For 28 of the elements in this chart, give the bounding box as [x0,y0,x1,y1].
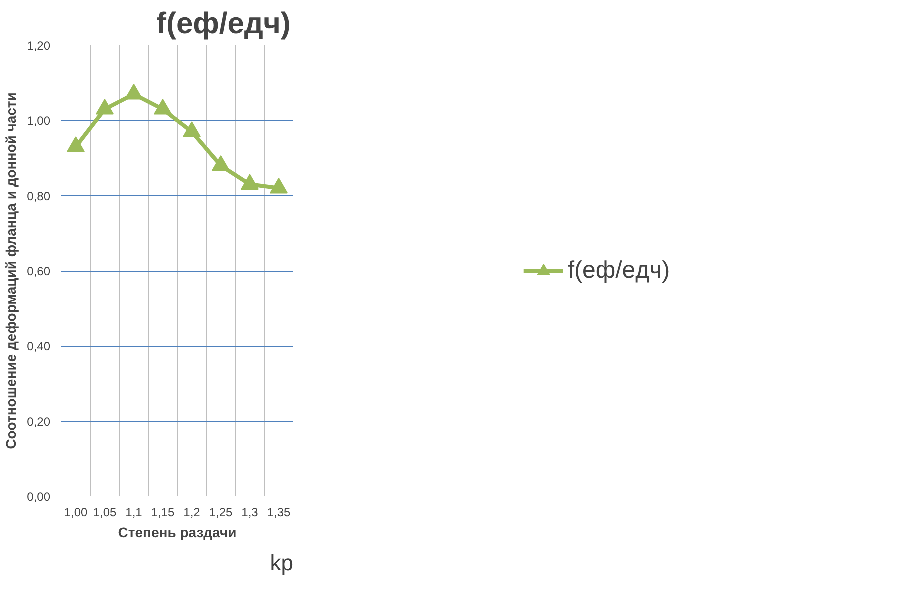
y-tick-label: 0,20 [27,414,51,429]
x-tick-label: 1,05 [93,506,118,520]
y-tick-label: 0,00 [27,490,51,504]
y-tick-label: 1,00 [27,114,51,128]
x-axis-title: Степень раздачи [118,524,237,540]
x-tick-label: 1,3 [242,506,259,520]
x-tick-label: 1,35 [267,506,292,520]
point [154,99,172,115]
x-tick-label: 1,1 [126,506,143,520]
point [125,84,143,100]
x-tick-label: 1,2 [184,506,201,520]
legend-label: f(eф/eдч) [568,256,670,284]
point [67,136,85,152]
point [241,174,259,190]
y-axis-title: Соотношение деформаций фланца и донной части [3,92,20,450]
y-tick-label: 1,20 [27,39,51,53]
text: kp [270,550,294,576]
y-tick-label: 0,40 [27,340,51,354]
chart-title: f(eф/eдч) [156,8,291,40]
point [212,155,230,172]
point [270,178,288,194]
point [183,122,201,138]
y-tick-label: 0,80 [27,189,51,204]
x-tick-label: 1,25 [209,506,234,520]
y-tick-label: 0,60 [27,264,51,278]
x-tick-label: 1,15 [151,506,176,520]
x-tick-label: 1,00 [64,506,88,520]
point [96,99,114,115]
